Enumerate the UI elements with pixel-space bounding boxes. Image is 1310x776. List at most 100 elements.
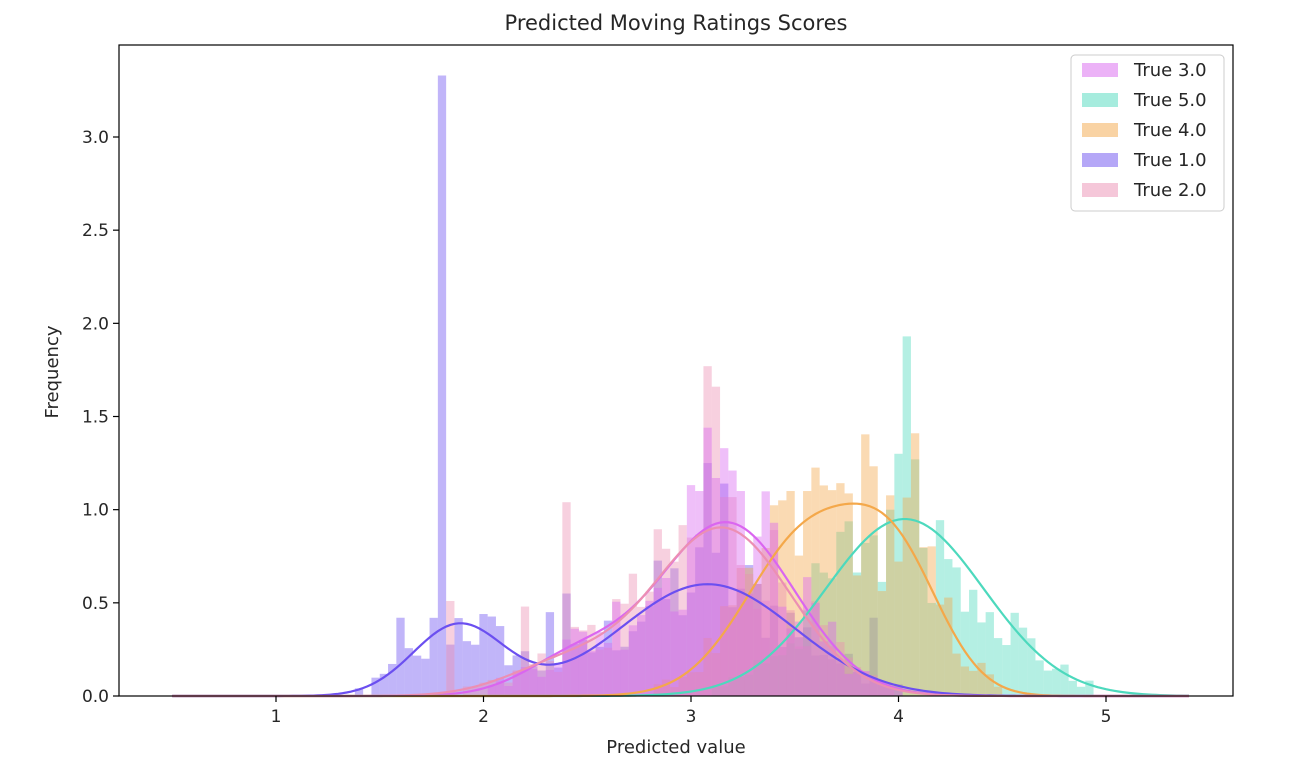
- histogram-bar: [637, 606, 646, 696]
- histogram-bar: [637, 621, 646, 696]
- histogram-bar: [1085, 680, 1094, 696]
- histogram-bar: [603, 642, 613, 696]
- histogram-bar: [404, 648, 413, 696]
- histogram-bar: [686, 672, 696, 696]
- histogram-bar: [612, 599, 621, 696]
- histogram-bar: [1002, 645, 1011, 696]
- histogram-bar: [728, 470, 737, 696]
- histogram-bar: [388, 663, 397, 696]
- histogram-bar: [495, 681, 505, 696]
- x-tick-label: 4: [893, 707, 904, 727]
- histogram-bar: [670, 687, 679, 696]
- histogram-bar: [886, 686, 895, 696]
- plot-area-frame: [118, 44, 1234, 697]
- histogram-bar: [877, 591, 887, 696]
- histogram-bar: [819, 625, 828, 696]
- histogram-bar: [761, 637, 770, 696]
- histogram-bar: [728, 677, 737, 696]
- histogram-bar: [910, 433, 920, 696]
- histogram-bar: [686, 592, 696, 696]
- histogram-bar: [537, 653, 546, 696]
- histogram-bar: [487, 679, 496, 696]
- histogram-bar: [554, 667, 563, 696]
- histogram-bar: [479, 614, 488, 696]
- histogram-bar: [877, 684, 887, 696]
- histogram-bar: [620, 649, 629, 696]
- histogram-bar: [537, 670, 546, 696]
- histogram-bar: [562, 639, 571, 696]
- histogram-bar: [695, 672, 704, 696]
- histogram-bar: [504, 682, 513, 696]
- histogram-bar: [612, 601, 621, 696]
- histogram-bar: [969, 589, 978, 696]
- histogram-bar: [736, 567, 745, 696]
- histogram-bar: [595, 631, 604, 696]
- histogram-bar: [827, 621, 837, 696]
- histogram-bar: [1010, 612, 1019, 696]
- histogram-bar: [778, 646, 787, 696]
- histogram-bars: [354, 75, 1094, 696]
- histogram-bar: [985, 612, 994, 696]
- histogram-bar: [886, 686, 895, 696]
- histogram-bar: [977, 622, 986, 696]
- legend-label: True 1.0: [1133, 150, 1207, 171]
- histogram-bar: [396, 617, 405, 696]
- histogram-bar: [944, 597, 953, 696]
- histogram-bar: [695, 491, 704, 696]
- legend: True 3.0 True 5.0 True 4.0 True 1.0 True 2.0: [1070, 54, 1225, 212]
- histogram-bar: [852, 572, 862, 696]
- histogram-bar: [753, 536, 762, 696]
- histogram-bar: [1018, 627, 1028, 696]
- histogram-bar: [844, 653, 853, 696]
- histogram-bar: [711, 685, 721, 696]
- histogram-bar: [720, 686, 729, 696]
- histogram-bar: [504, 665, 513, 696]
- histogram-bar: [653, 684, 662, 696]
- histogram-bar: [861, 542, 870, 696]
- histogram-bar: [753, 659, 762, 696]
- histogram-bar: [554, 664, 563, 696]
- histogram-bar: [578, 639, 588, 696]
- histogram-bar: [678, 609, 687, 696]
- series-bars-true-4-0: [653, 433, 1003, 696]
- histogram-bar: [744, 574, 754, 696]
- histogram-bar: [919, 547, 928, 696]
- histogram-bar: [412, 655, 422, 696]
- x-axis-label: Predicted value: [606, 737, 745, 758]
- histogram-bar: [761, 491, 770, 696]
- histogram-bar: [587, 624, 596, 696]
- histogram-bar: [869, 617, 878, 696]
- histogram-bar: [720, 606, 729, 696]
- histogram-bar: [769, 656, 779, 696]
- legend-swatch: [1082, 63, 1118, 77]
- histogram-bar: [628, 625, 638, 696]
- y-tick-label: 1.5: [82, 408, 109, 428]
- histogram-bar: [969, 670, 978, 696]
- histogram-bar: [977, 662, 986, 696]
- histogram-bar: [512, 671, 521, 696]
- histogram-bar: [736, 588, 745, 696]
- legend-label: True 3.0: [1133, 60, 1207, 81]
- histogram-bar: [595, 649, 604, 696]
- histogram-bar: [761, 547, 770, 696]
- histogram-bar: [653, 560, 662, 696]
- histogram-bar: [778, 582, 787, 696]
- histogram-bar: [736, 491, 745, 696]
- histogram-bar: [894, 561, 903, 696]
- histogram-bar: [827, 578, 837, 696]
- y-axis-ticks: 0.0 0.5 1.0 1.5 2.0 2.5 3.0: [82, 128, 119, 707]
- histogram-bar: [836, 663, 845, 696]
- histogram-bar: [877, 581, 887, 696]
- histogram-bar: [736, 676, 745, 696]
- histogram-bar: [678, 677, 687, 696]
- histogram-bar: [786, 610, 795, 696]
- histogram-bar: [529, 666, 538, 696]
- histogram-bar: [695, 547, 704, 696]
- legend-swatch: [1082, 183, 1118, 197]
- histogram-bar: [769, 522, 779, 696]
- histogram-bar: [761, 663, 770, 696]
- x-axis-ticks: 1 2 3 4 5: [271, 696, 1111, 727]
- histogram-bar: [736, 565, 745, 696]
- histogram-bar: [661, 578, 671, 696]
- histogram-bar: [794, 646, 804, 696]
